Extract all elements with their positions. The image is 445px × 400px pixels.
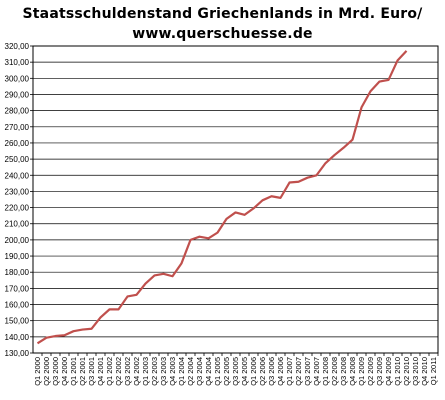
series-layer (36, 50, 408, 345)
y-tick-label: 160,00 (5, 301, 30, 310)
x-tick-label: Q4 2009 (384, 357, 393, 386)
x-tick-label: Q1 2006 (249, 357, 258, 386)
chart-title: Staatsschuldenstand Griechenlands in Mrd… (22, 6, 423, 22)
x-tick-label: Q1 2002 (105, 357, 114, 386)
y-tick-label: 170,00 (5, 284, 30, 293)
y-tick-label: 240,00 (5, 171, 30, 180)
x-tick-label: Q1 2004 (177, 357, 186, 386)
x-tick-label: Q1 2010 (393, 357, 402, 386)
y-tick-label: 130,00 (5, 349, 30, 358)
y-tick-label: 200,00 (5, 236, 30, 245)
y-axis-ticks: 130,00 140,00 150,00 160,00 170,00 180,00 190,… (5, 42, 33, 358)
series-line (36, 50, 408, 345)
x-tick-label: Q1 2001 (69, 357, 78, 386)
x-tick-label: Q4 2003 (168, 357, 177, 386)
x-tick-label: Q1 2000 (33, 357, 42, 386)
x-tick-label: Q2 2000 (42, 357, 51, 386)
y-tick-label: 250,00 (5, 155, 30, 164)
x-tick-label: Q4 2006 (276, 357, 285, 386)
x-tick-label: Q1 2008 (321, 357, 330, 386)
x-tick-label: Q3 2007 (303, 357, 312, 386)
x-tick-label: Q3 2006 (267, 357, 276, 386)
x-tick-label: Q2 2007 (294, 357, 303, 386)
x-tick-label: Q2 2006 (258, 357, 267, 386)
x-tick-label: Q2 2003 (150, 357, 159, 386)
y-tick-label: 290,00 (5, 90, 30, 99)
plot-area (32, 45, 439, 354)
x-tick-label: Q3 2008 (339, 357, 348, 386)
x-tick-label: Q2 2008 (330, 357, 339, 386)
y-tick-label: 300,00 (5, 74, 30, 83)
y-tick-label: 190,00 (5, 252, 30, 261)
y-tick-label: 150,00 (5, 317, 30, 326)
x-tick-label: Q1 2005 (213, 357, 222, 386)
y-tick-label: 310,00 (5, 58, 30, 67)
x-tick-label: Q4 2004 (204, 357, 213, 386)
y-tick-label: 230,00 (5, 187, 30, 196)
x-tick-label: Q4 2005 (240, 357, 249, 386)
y-tick-label: 210,00 (5, 220, 30, 229)
y-tick-label: 270,00 (5, 123, 30, 132)
y-tick-label: 180,00 (5, 268, 30, 277)
x-tick-label: Q2 2002 (114, 357, 123, 386)
x-tick-label: Q1 2003 (141, 357, 150, 386)
x-tick-label: Q3 2005 (231, 357, 240, 386)
x-tick-label: Q1 2007 (285, 357, 294, 386)
x-tick-label: Q4 2001 (96, 357, 105, 386)
x-tick-label: Q2 2009 (366, 357, 375, 386)
x-tick-label: Q3 2003 (159, 357, 168, 386)
x-tick-label: Q4 2010 (420, 357, 429, 386)
x-tick-label: Q4 2002 (132, 357, 141, 386)
x-tick-label: Q2 2004 (186, 357, 195, 386)
y-tick-label: 320,00 (5, 42, 30, 51)
x-tick-label: Q3 2001 (87, 357, 96, 386)
x-tick-label: Q1 2011 (429, 357, 438, 385)
y-tick-label: 140,00 (5, 333, 30, 342)
gridlines (33, 61, 438, 338)
x-tick-label: Q3 2002 (123, 357, 132, 386)
x-tick-label: Q3 2000 (51, 357, 60, 386)
x-tick-label: Q2 2001 (78, 357, 87, 386)
chart-subtitle: www.querschuesse.de (132, 26, 313, 42)
x-tick-label: Q4 2007 (312, 357, 321, 386)
x-tick-label: Q4 2000 (60, 357, 69, 386)
y-tick-label: 280,00 (5, 107, 30, 116)
y-tick-label: 260,00 (5, 139, 30, 148)
x-tick-label: Q1 2009 (357, 357, 366, 386)
x-tick-label: Q3 2010 (411, 357, 420, 386)
y-tick-label: 220,00 (5, 204, 30, 213)
x-tick-label: Q2 2010 (402, 357, 411, 386)
x-tick-label: Q4 2008 (348, 357, 357, 386)
x-axis-ticks: Q1 2000 Q2 2000 Q3 2000 Q4 2000 Q1 2001 Q2 20… (33, 353, 439, 386)
x-tick-label: Q3 2004 (195, 357, 204, 386)
x-tick-label: Q3 2009 (375, 357, 384, 386)
x-tick-label: Q2 2005 (222, 357, 231, 386)
